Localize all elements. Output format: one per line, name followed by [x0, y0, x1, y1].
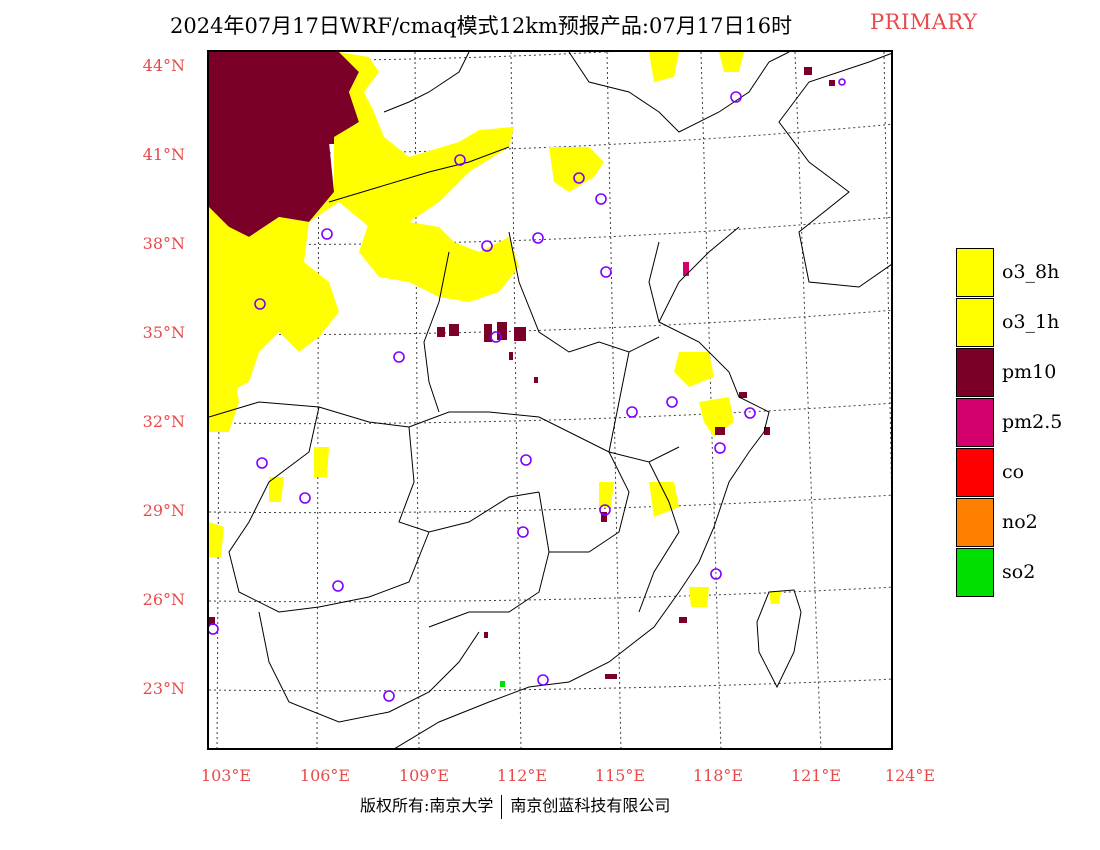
parallel-23	[209, 678, 891, 692]
lat-label-23: 23°N	[142, 679, 185, 698]
boundaries	[209, 52, 891, 748]
footer-divider	[501, 794, 503, 819]
legend-swatch	[956, 398, 994, 447]
meridian-112	[510, 52, 522, 748]
station-marker	[599, 504, 611, 516]
lat-label-29: 29°N	[142, 501, 185, 520]
lat-label-35: 35°N	[142, 323, 185, 342]
meridian-124	[883, 52, 891, 489]
station-marker	[626, 406, 638, 418]
title-primary-tag: PRIMARY	[870, 10, 978, 34]
station-marker	[600, 266, 612, 278]
lon-label-115: 115°E	[594, 766, 646, 785]
parallel-29	[209, 494, 891, 514]
pm10-spots	[209, 67, 835, 679]
province-lines	[209, 146, 680, 723]
legend-label: co	[1002, 461, 1025, 483]
legend-label: pm10	[1002, 361, 1057, 383]
station-marker	[393, 351, 405, 363]
pollutant-map[interactable]	[207, 50, 893, 750]
legend-label: o3_8h	[1002, 261, 1060, 283]
station-marker	[490, 331, 502, 343]
pm25-spot	[683, 262, 689, 276]
station-marker	[454, 154, 466, 166]
copyright-company: 南京创蓝科技有限公司	[510, 796, 671, 815]
station-marker	[573, 172, 585, 184]
station-marker	[714, 442, 726, 454]
lat-label-26: 26°N	[142, 590, 185, 609]
national-border	[383, 52, 790, 133]
parallel-38	[209, 216, 891, 245]
parallel-26	[209, 586, 891, 603]
legend-label: o3_1h	[1002, 311, 1060, 333]
station-marker	[383, 690, 395, 702]
lat-label-38: 38°N	[142, 234, 185, 253]
station-marker	[595, 193, 607, 205]
lon-label-112: 112°E	[496, 766, 548, 785]
meridian-121	[794, 52, 822, 748]
lat-label-44: 44°N	[142, 56, 185, 75]
station-marker	[321, 228, 333, 240]
o3-regions	[209, 52, 781, 607]
so2-spot	[500, 681, 505, 687]
station-marker	[532, 232, 544, 244]
station-marker	[299, 492, 311, 504]
station-marker	[838, 78, 846, 86]
legend-label: no2	[1002, 511, 1038, 533]
copyright-owner: 版权所有:南京大学	[360, 796, 494, 815]
title-main: 2024年07月17日WRF/cmaq模式12km预报产品:07月17日16时	[170, 14, 793, 38]
legend-swatch	[956, 548, 994, 597]
lon-label-103: 103°E	[200, 766, 252, 785]
legend-label: pm2.5	[1002, 411, 1063, 433]
lon-label-124: 124°E	[884, 766, 936, 785]
legend-swatch	[956, 448, 994, 497]
taiwan-outline	[756, 589, 802, 689]
lon-label-109: 109°E	[398, 766, 450, 785]
lon-label-118: 118°E	[692, 766, 744, 785]
copyright-footer: 版权所有:南京大学 南京创蓝科技有限公司	[360, 792, 670, 819]
legend-swatch	[956, 348, 994, 397]
legend-swatch	[956, 248, 994, 297]
parallel-32	[209, 402, 891, 425]
station-marker	[666, 396, 678, 408]
station-marker	[710, 568, 722, 580]
station-marker	[744, 407, 756, 419]
station-marker	[537, 674, 549, 686]
legend-label: so2	[1002, 561, 1036, 583]
station-marker	[254, 298, 266, 310]
lon-label-121: 121°E	[790, 766, 842, 785]
lat-label-41: 41°N	[142, 145, 185, 164]
lat-label-32: 32°N	[142, 412, 185, 431]
station-marker	[332, 580, 344, 592]
station-marker	[256, 457, 268, 469]
legend-swatch	[956, 298, 994, 347]
meridian-115	[606, 52, 622, 748]
stations	[209, 78, 846, 702]
station-marker	[209, 623, 219, 635]
lon-label-106: 106°E	[299, 766, 351, 785]
station-marker	[481, 240, 493, 252]
legend-swatch	[956, 498, 994, 547]
station-marker	[520, 454, 532, 466]
station-marker	[730, 91, 742, 103]
station-marker	[517, 526, 529, 538]
